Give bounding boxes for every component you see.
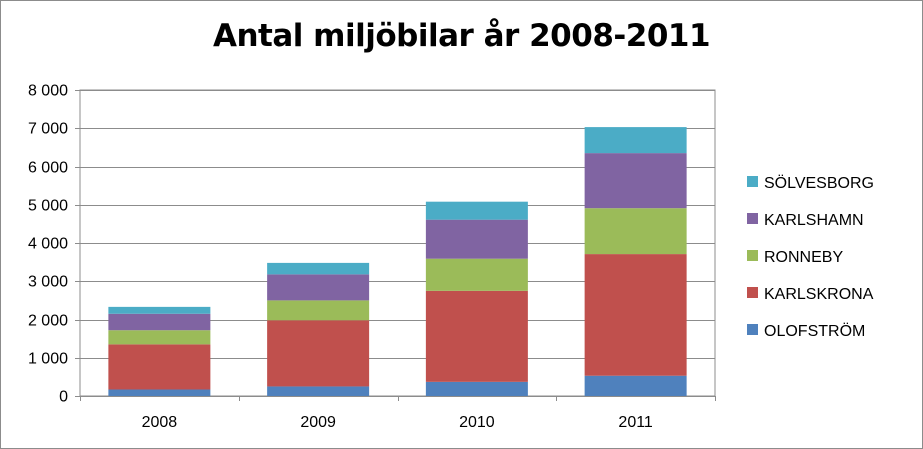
x-tick-label: 2009 <box>300 414 336 431</box>
bar-segment-2008-karlskrona <box>108 344 211 390</box>
legend-label-ronneby: RONNEBY <box>764 249 843 266</box>
legend-label-karlshamn: KARLSHAMN <box>764 212 864 229</box>
y-tick-label: 0 <box>59 389 68 406</box>
bar-segment-2011-karlshamn <box>584 153 687 209</box>
bar-segment-2008-sölvesborg <box>108 306 211 314</box>
bar-segment-2010-olofström <box>425 381 528 396</box>
bar-segment-2011-sölvesborg <box>584 127 687 154</box>
legend-label-sölvesborg: SÖLVESBORG <box>764 174 874 192</box>
y-tick-label: 6 000 <box>28 160 68 177</box>
bar-segment-2010-sölvesborg <box>425 201 528 220</box>
bar-segment-2009-karlshamn <box>267 274 370 301</box>
bar-segment-2011-ronneby <box>584 208 687 255</box>
bar-segment-2010-ronneby <box>425 258 528 291</box>
bar-segment-2010-karlshamn <box>425 219 528 259</box>
legend-swatch-ronneby <box>747 250 758 261</box>
bar-segment-2011-olofström <box>584 375 687 396</box>
bar-segment-2009-ronneby <box>267 300 370 321</box>
y-tick-label: 5 000 <box>28 198 68 215</box>
bar-stacks <box>108 127 687 396</box>
x-tick-label: 2010 <box>459 414 495 431</box>
bar-segment-2009-olofström <box>267 386 370 396</box>
y-tick-label: 7 000 <box>28 121 68 138</box>
bar-segment-2008-ronneby <box>108 330 211 345</box>
y-tick-label: 4 000 <box>28 236 68 253</box>
y-tick-label: 8 000 <box>28 83 68 100</box>
bar-segment-2009-karlskrona <box>267 320 370 387</box>
y-tick-label: 3 000 <box>28 274 68 291</box>
legend-label-olofström: OLOFSTRÖM <box>764 322 865 340</box>
y-tick-label: 2 000 <box>28 313 68 330</box>
y-tick-label: 1 000 <box>28 351 68 368</box>
bar-segment-2009-sölvesborg <box>267 262 370 275</box>
x-tick-label: 2011 <box>618 414 653 431</box>
legend-swatch-karlskrona <box>747 287 758 298</box>
legend-swatch-karlshamn <box>747 213 758 224</box>
legend-swatch-olofström <box>747 324 758 335</box>
bar-segment-2008-karlshamn <box>108 313 211 331</box>
legend-label-karlskrona: KARLSKRONA <box>764 286 874 303</box>
chart-title: Antal miljöbilar år 2008-2011 <box>212 18 711 54</box>
axes: 0 1 000 2 000 3 000 4 000 5 000 6 000 7 000 8 00… <box>28 83 716 431</box>
legend-swatch-sölvesborg <box>747 176 758 187</box>
bar-segment-2010-karlskrona <box>425 290 528 382</box>
x-tick-label: 2008 <box>142 414 178 431</box>
bar-segment-2008-olofström <box>108 389 211 396</box>
bar-segment-2011-karlskrona <box>584 254 687 376</box>
legend: SÖLVESBORG KARLSHAMN RONNEBY KARLSKRONA OLOF… <box>747 174 874 340</box>
